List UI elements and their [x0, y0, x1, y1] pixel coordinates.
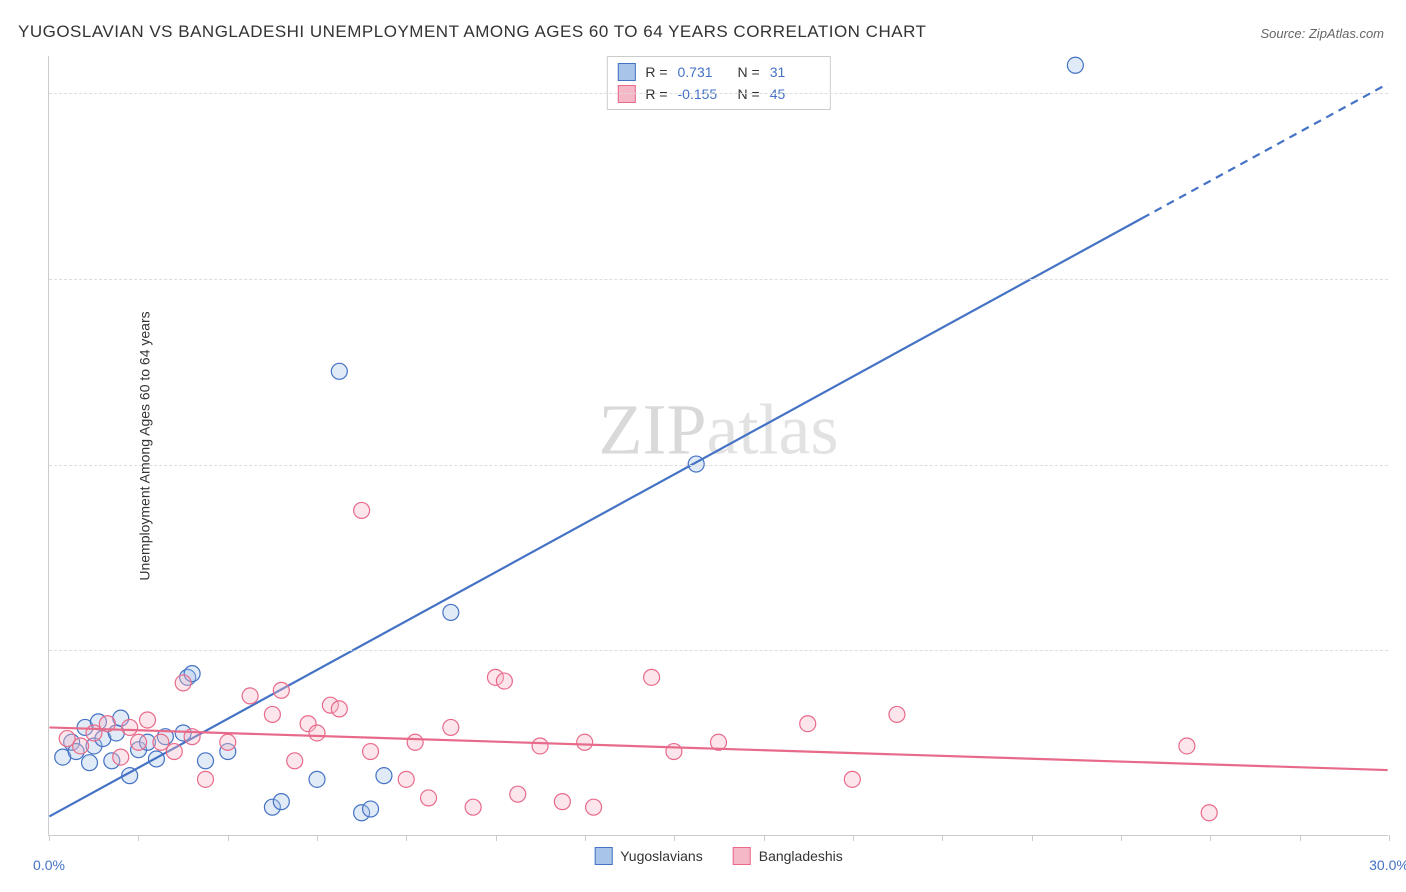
x-tick — [674, 835, 675, 841]
n-label: N = — [738, 64, 760, 80]
x-tick — [1121, 835, 1122, 841]
x-tick — [1300, 835, 1301, 841]
scatter-point — [554, 794, 570, 810]
x-tick — [138, 835, 139, 841]
scatter-point — [86, 725, 102, 741]
series-legend: Yugoslavians Bangladeshis — [594, 847, 843, 865]
scatter-point — [1201, 805, 1217, 821]
x-tick-label: 30.0% — [1369, 857, 1406, 873]
scatter-point — [331, 701, 347, 717]
trend-line-extrapolated — [1142, 84, 1387, 218]
legend-label: Bangladeshis — [759, 848, 843, 864]
x-tick — [585, 835, 586, 841]
scatter-point — [113, 749, 129, 765]
trend-line — [49, 218, 1142, 816]
scatter-point — [510, 786, 526, 802]
scatter-point — [309, 725, 325, 741]
scatter-point — [1067, 57, 1083, 73]
scatter-point — [273, 682, 289, 698]
scatter-point — [666, 744, 682, 760]
scatter-point — [586, 799, 602, 815]
scatter-point — [264, 706, 280, 722]
legend-label: Yugoslavians — [620, 848, 703, 864]
x-tick — [49, 835, 50, 841]
chart-title: YUGOSLAVIAN VS BANGLADESHI UNEMPLOYMENT … — [18, 22, 926, 42]
x-tick — [942, 835, 943, 841]
scatter-point — [800, 716, 816, 732]
scatter-point — [242, 688, 258, 704]
scatter-point — [398, 771, 414, 787]
r-value: 0.731 — [678, 64, 728, 80]
scatter-point — [287, 753, 303, 769]
legend-item: Bangladeshis — [733, 847, 843, 865]
series-swatch — [733, 847, 751, 865]
series-swatch — [594, 847, 612, 865]
x-tick-label: 0.0% — [33, 857, 65, 873]
scatter-point — [889, 706, 905, 722]
scatter-point — [220, 734, 236, 750]
scatter-point — [465, 799, 481, 815]
scatter-point — [844, 771, 860, 787]
correlation-stats-legend: R =0.731N =31R =-0.155N =45 — [606, 56, 830, 110]
scatter-point — [644, 669, 660, 685]
scatter-plot-svg — [49, 56, 1388, 835]
x-tick — [1032, 835, 1033, 841]
scatter-point — [153, 734, 169, 750]
scatter-point — [166, 744, 182, 760]
x-tick — [1389, 835, 1390, 841]
scatter-point — [273, 794, 289, 810]
scatter-point — [73, 738, 89, 754]
x-tick — [764, 835, 765, 841]
scatter-point — [331, 363, 347, 379]
scatter-point — [198, 753, 214, 769]
scatter-point — [82, 755, 98, 771]
x-tick — [496, 835, 497, 841]
scatter-point — [376, 768, 392, 784]
series-swatch — [617, 63, 635, 81]
scatter-point — [363, 744, 379, 760]
scatter-point — [131, 734, 147, 750]
scatter-point — [175, 675, 191, 691]
gridline — [49, 279, 1388, 280]
scatter-point — [443, 604, 459, 620]
x-tick — [406, 835, 407, 841]
gridline — [49, 465, 1388, 466]
x-tick — [317, 835, 318, 841]
n-value: 31 — [770, 64, 820, 80]
scatter-point — [363, 801, 379, 817]
legend-item: Yugoslavians — [594, 847, 703, 865]
scatter-point — [496, 673, 512, 689]
x-tick — [228, 835, 229, 841]
scatter-point — [354, 502, 370, 518]
source-attribution: Source: ZipAtlas.com — [1260, 26, 1384, 41]
stats-row: R = 0.731 N = 31 — [617, 61, 819, 83]
scatter-point — [407, 734, 423, 750]
chart-plot-area: ZIPatlas R =0.731N =31R =-0.155N =45 Yug… — [48, 56, 1388, 836]
gridline — [49, 650, 1388, 651]
scatter-point — [577, 734, 593, 750]
r-label: R = — [645, 64, 667, 80]
scatter-point — [198, 771, 214, 787]
scatter-point — [140, 712, 156, 728]
scatter-point — [122, 719, 138, 735]
gridline — [49, 93, 1388, 94]
scatter-point — [421, 790, 437, 806]
scatter-point — [1179, 738, 1195, 754]
scatter-point — [309, 771, 325, 787]
x-tick — [1210, 835, 1211, 841]
scatter-point — [443, 719, 459, 735]
x-tick — [853, 835, 854, 841]
scatter-point — [532, 738, 548, 754]
